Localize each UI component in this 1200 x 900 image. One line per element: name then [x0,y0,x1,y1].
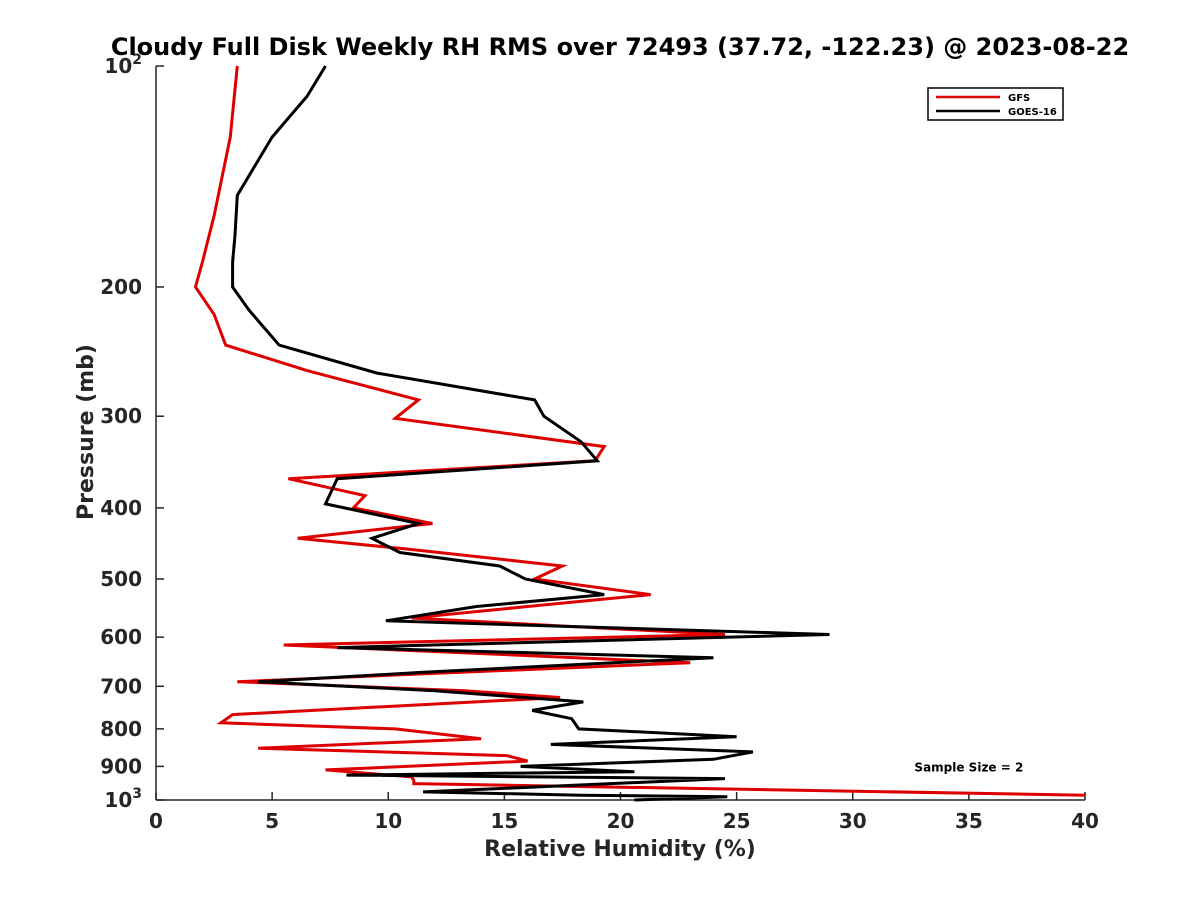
x-tick-label: 40 [1071,809,1099,833]
legend: GFS GOES-16 [927,87,1064,121]
y-tick-label: 800 [100,717,142,741]
plot-area [155,66,1085,801]
y-tick-label: 500 [100,567,142,591]
x-tick-label: 10 [374,809,402,833]
x-tick-label: 0 [149,809,163,833]
x-tick-label: 15 [490,809,518,833]
x-axis: 0 5 10 15 20 25 30 35 40 [149,792,1099,833]
y-tick-label: 700 [100,674,142,698]
chart-title: Cloudy Full Disk Weekly RH RMS over 7249… [111,33,1129,61]
x-tick-label: 20 [607,809,635,833]
y-tick-label: 400 [100,496,142,520]
y-tick-label: 102 [104,52,142,78]
y-tick-label: 200 [100,275,142,299]
series-line-gfs [193,65,1086,797]
x-tick-label: 30 [839,809,867,833]
y-axis-label: Pressure (mb) [74,344,99,520]
x-tick-label: 5 [265,809,279,833]
x-tick-label: 25 [723,809,751,833]
x-axis-label: Relative Humidity (%) [484,837,756,862]
series-layer [193,65,1086,802]
y-tick-label: 600 [100,625,142,649]
annotation-layer: Sample Size = 2 [914,760,1023,774]
y-axis: 102 200 300 400 500 600 700 800 900 103 [100,52,164,812]
legend-label: GFS [1008,93,1030,104]
y-tick-label: 300 [100,404,142,428]
y-tick-label: 103 [104,786,142,812]
x-tick-label: 35 [955,809,983,833]
legend-label: GOES-16 [1008,107,1057,118]
y-tick-label: 900 [100,754,142,778]
series-line-goes-16 [231,65,830,802]
legend-box [927,87,1064,121]
annotation-text: Sample Size = 2 [914,760,1023,774]
